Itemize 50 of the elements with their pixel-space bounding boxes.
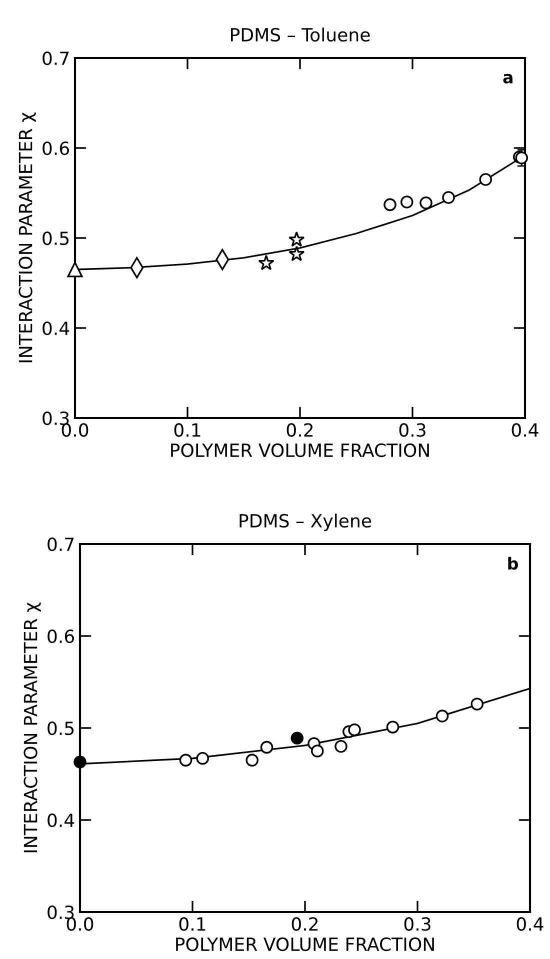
y-tick-label: 0.4 — [48, 813, 74, 828]
x-tick-label: 0.3 — [404, 917, 430, 931]
y-tick-label: 0.5 — [48, 721, 74, 736]
point — [384, 198, 396, 212]
y-tick-label: 0.4 — [42, 321, 70, 336]
chart-title: PDMS – Toluene — [231, 28, 370, 42]
point — [470, 698, 484, 710]
point — [348, 723, 361, 736]
point — [288, 246, 305, 262]
x-tick-label: 0.1 — [174, 423, 200, 437]
x-tick-label: 0.4 — [516, 917, 544, 931]
point — [67, 262, 83, 278]
point — [288, 231, 305, 247]
point — [386, 720, 400, 734]
point — [246, 754, 259, 767]
point — [436, 710, 449, 722]
point — [260, 740, 274, 754]
point — [290, 732, 304, 745]
x-tick-label: 0.2 — [286, 423, 313, 437]
point — [442, 191, 455, 204]
annotation: b — [508, 556, 518, 570]
x-tick-label: 0.4 — [512, 423, 538, 437]
y-tick-label: 0.5 — [42, 231, 69, 246]
y-tick-label: 0.6 — [42, 141, 70, 156]
annotation: a — [503, 74, 512, 84]
y-tick-label: 0.7 — [48, 537, 74, 552]
point — [74, 756, 86, 768]
y-axis-title: INTERACTION PARAMETER χ — [24, 602, 41, 852]
x-tick-label: 0.0 — [66, 917, 94, 931]
y-axis-title: INTERACTION PARAMETER χ — [18, 112, 36, 362]
x-tick-label: 0.2 — [292, 917, 318, 931]
y-tick-label: 0.3 — [42, 411, 69, 426]
point — [420, 196, 432, 210]
point — [258, 254, 274, 270]
y-tick-label: 0.6 — [48, 629, 74, 644]
point — [179, 754, 192, 767]
point — [515, 152, 528, 164]
point — [334, 740, 348, 753]
y-tick-label: 0.7 — [42, 51, 69, 66]
x-tick-label: 0.3 — [399, 423, 426, 437]
point — [400, 196, 414, 208]
x-tick-label: 0.1 — [179, 917, 206, 931]
point — [479, 173, 492, 186]
point — [310, 744, 324, 758]
y-tick-label: 0.3 — [48, 905, 74, 920]
x-axis-title: POLYMER VOLUME FRACTION — [176, 937, 434, 952]
point — [196, 752, 210, 765]
x-tick-label: 0.0 — [62, 423, 88, 437]
chart-title: PDMS – Xylene — [240, 514, 372, 532]
x-axis-title: POLYMER VOLUME FRACTION — [171, 443, 429, 458]
